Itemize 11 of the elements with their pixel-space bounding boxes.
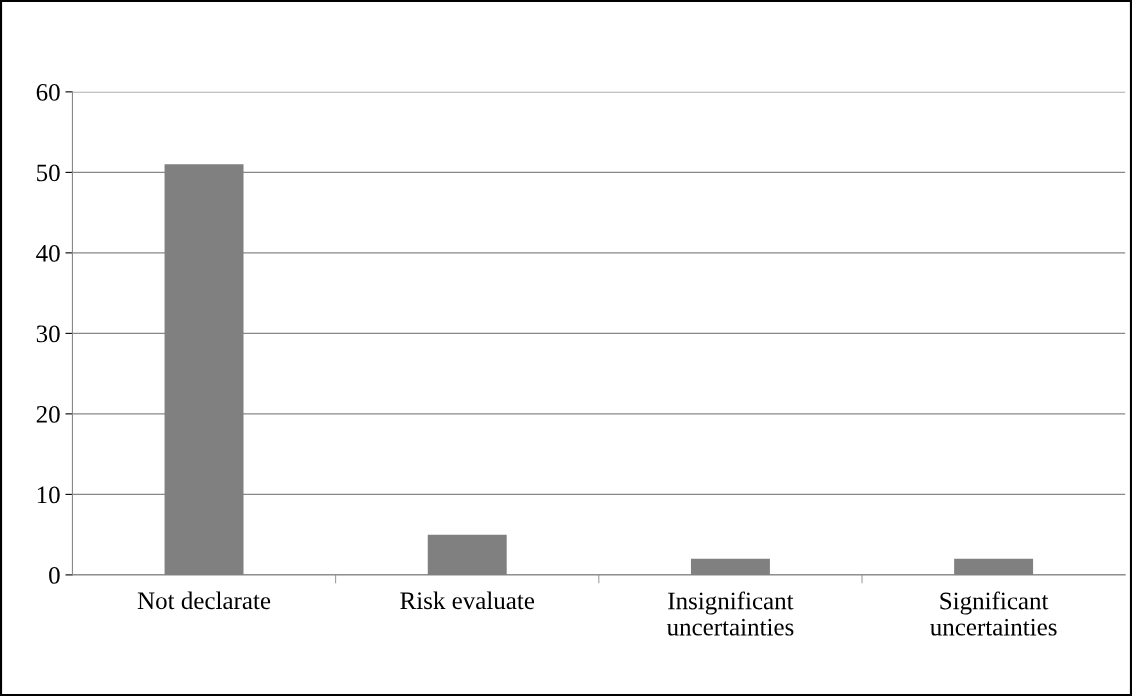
x-tick-label: Significant uncertainties [930,591,1057,636]
y-tick-label: 40 [36,244,60,262]
y-tick-label: 0 [49,566,60,584]
x-tick-label: Insignificant uncertainties [666,591,794,636]
y-tick-label: 30 [36,325,60,343]
y-tick-label: 20 [36,405,60,423]
y-tick-label: 60 [36,83,60,101]
x-tick-label: Not declarate [137,591,271,610]
y-tick-label: 50 [37,164,60,182]
y-tick-label: 10 [37,486,60,504]
x-tick-label: Risk evaluate [400,591,535,610]
